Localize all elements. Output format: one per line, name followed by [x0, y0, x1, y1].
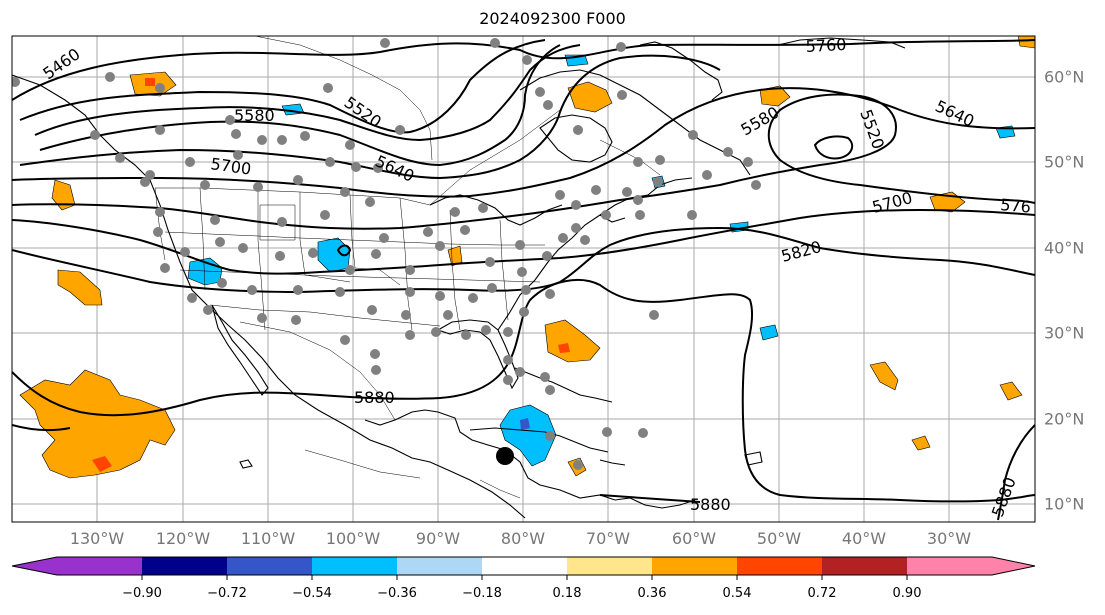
contour-label: 5760	[805, 35, 847, 56]
lon-label: 40°W	[841, 529, 887, 548]
lon-label: 120°W	[155, 529, 211, 548]
lon-label: 70°W	[585, 529, 631, 548]
colorbar	[11, 556, 1036, 580]
contour-label: 576	[1000, 195, 1032, 217]
lat-label: 50°N	[1044, 152, 1085, 172]
colorbar-tick-label: 0.36	[637, 586, 667, 601]
storm-center-dot	[496, 447, 514, 465]
lon-label: 130°W	[69, 529, 125, 548]
contour-label: 5880	[354, 388, 395, 407]
colorbar-tick-label: 0.54	[722, 586, 752, 601]
map-title: 2024092300 F000	[479, 9, 626, 28]
lon-label: 110°W	[240, 529, 296, 548]
colorbar-extend-max	[992, 557, 1035, 575]
colorbar-tick-label: 0.90	[892, 586, 922, 601]
contour-label: 5880	[690, 495, 731, 514]
lon-label: 100°W	[325, 529, 381, 548]
colorbar-tick-label: −0.90	[122, 586, 162, 601]
colorbar-tick-label: −0.72	[207, 586, 247, 601]
lat-label: 30°N	[1044, 323, 1085, 343]
lon-label: 80°W	[500, 529, 546, 548]
colorbar-tick-label: −0.18	[462, 586, 502, 601]
colorbar-tick-label: 0.18	[552, 586, 582, 601]
lat-label: 60°N	[1044, 67, 1085, 87]
lat-label: 40°N	[1044, 238, 1085, 258]
station-markers	[12, 38, 761, 470]
lon-label: 90°W	[415, 529, 461, 548]
lon-label: 60°W	[671, 529, 717, 548]
anomaly-fill	[19, 36, 1035, 479]
colorbar-extend-min	[12, 557, 57, 575]
lon-label: 30°W	[926, 529, 972, 548]
colorbar-tick-label: −0.36	[377, 586, 417, 601]
political-boundaries	[154, 36, 661, 499]
map-frame	[11, 35, 1036, 523]
lon-label: 50°W	[756, 529, 802, 548]
lat-label: 10°N	[1044, 494, 1085, 514]
colorbar-tick-label: −0.54	[292, 586, 332, 601]
contour-label: 5580	[234, 106, 275, 125]
lat-label: 20°N	[1044, 409, 1085, 429]
colorbar-tick-label: 0.72	[807, 586, 837, 601]
